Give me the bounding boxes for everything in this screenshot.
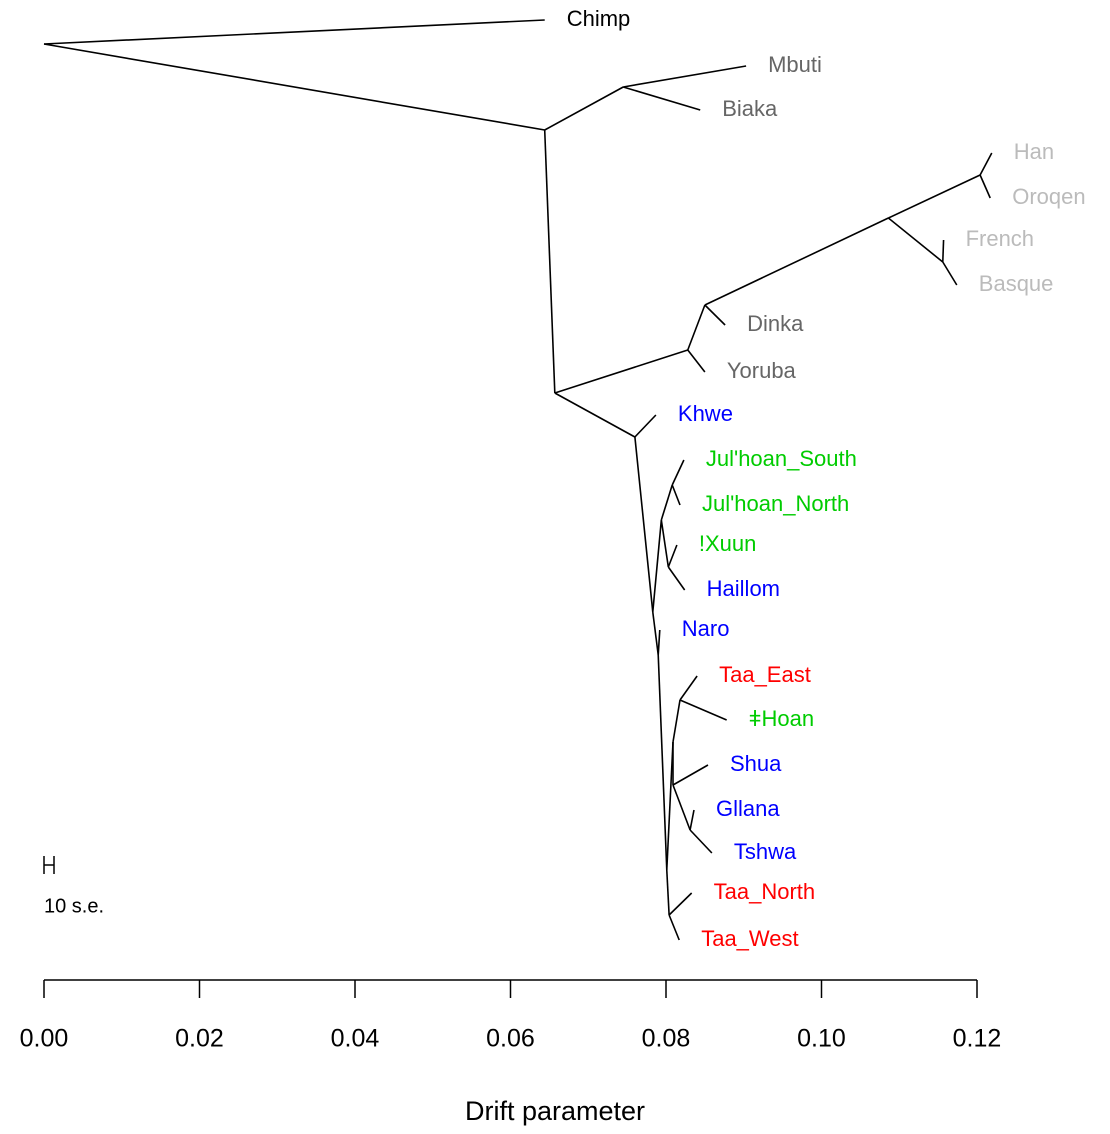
x-tick-label: 0.02: [175, 1025, 224, 1053]
branch: [668, 914, 680, 941]
leaf-label: Basque: [979, 271, 1054, 296]
branch: [543, 129, 556, 394]
branch: [671, 484, 681, 506]
branch: [623, 65, 747, 88]
branch: [689, 809, 695, 831]
leaf-label: Shua: [730, 751, 782, 776]
branch: [672, 764, 709, 786]
branch: [657, 654, 668, 871]
x-tick-label: 0.10: [797, 1025, 846, 1053]
branch: [634, 436, 654, 613]
branch: [942, 261, 958, 286]
leaf-label: Taa_East: [719, 662, 811, 687]
leaf-label: Jul'hoan_South: [706, 446, 857, 471]
branch: [979, 174, 991, 199]
branch: [667, 566, 686, 591]
leaf-label: Gllana: [716, 796, 780, 821]
branch: [665, 741, 674, 871]
branch: [672, 784, 691, 831]
x-tick-label: 0.04: [331, 1025, 380, 1053]
leaf-label: Yoruba: [727, 358, 797, 383]
branch: [689, 829, 713, 854]
scale-bar: [43, 856, 55, 874]
branch: [43, 43, 545, 131]
branch: [651, 519, 663, 613]
leaf-label: Biaka: [722, 96, 778, 121]
x-axis-title: Drift parameter: [465, 1096, 645, 1126]
branch: [687, 304, 706, 351]
branch: [651, 611, 660, 656]
branch: [660, 519, 670, 568]
branch: [941, 239, 945, 263]
branch: [554, 349, 689, 394]
leaf-label: ǂHoan: [749, 706, 814, 731]
leaf-label: Taa_West: [701, 926, 798, 951]
leaf-label: Chimp: [567, 6, 631, 31]
branch: [679, 675, 698, 701]
x-tick-label: 0.08: [642, 1025, 691, 1053]
leaf-label: Khwe: [678, 401, 733, 426]
branch: [704, 217, 889, 306]
x-tick-label: 0.12: [953, 1025, 1002, 1053]
leaf-label: Han: [1014, 139, 1054, 164]
branch: [687, 349, 706, 373]
leaf-label: Oroqen: [1012, 184, 1085, 209]
leaf-label: Taa_North: [714, 879, 816, 904]
branch: [660, 484, 673, 521]
branch: [671, 459, 685, 486]
branch: [887, 217, 944, 263]
branch: [544, 86, 624, 131]
branch: [888, 174, 981, 219]
branch: [665, 869, 670, 916]
leaf-label: Haillom: [707, 576, 780, 601]
branch: [704, 304, 726, 326]
scale-label: 10 s.e.: [44, 895, 104, 917]
branch: [623, 86, 701, 111]
branch: [667, 544, 678, 568]
branch: [657, 629, 661, 656]
leaf-label: Mbuti: [768, 52, 822, 77]
x-tick-label: 0.06: [486, 1025, 535, 1053]
leaf-label: Dinka: [747, 311, 804, 336]
branch: [634, 414, 657, 438]
leaf-label: !Xuun: [699, 531, 757, 556]
branch: [679, 699, 727, 721]
branch: [668, 892, 693, 916]
branch: [672, 699, 681, 743]
leaf-label: Naro: [682, 616, 730, 641]
leaf-label: Jul'hoan_North: [702, 491, 849, 516]
leaf-label: Tshwa: [734, 839, 797, 864]
leaf-label: French: [966, 226, 1034, 251]
branch: [43, 19, 545, 45]
x-tick-label: 0.00: [20, 1025, 69, 1053]
branch: [554, 392, 636, 438]
branch: [979, 152, 993, 176]
